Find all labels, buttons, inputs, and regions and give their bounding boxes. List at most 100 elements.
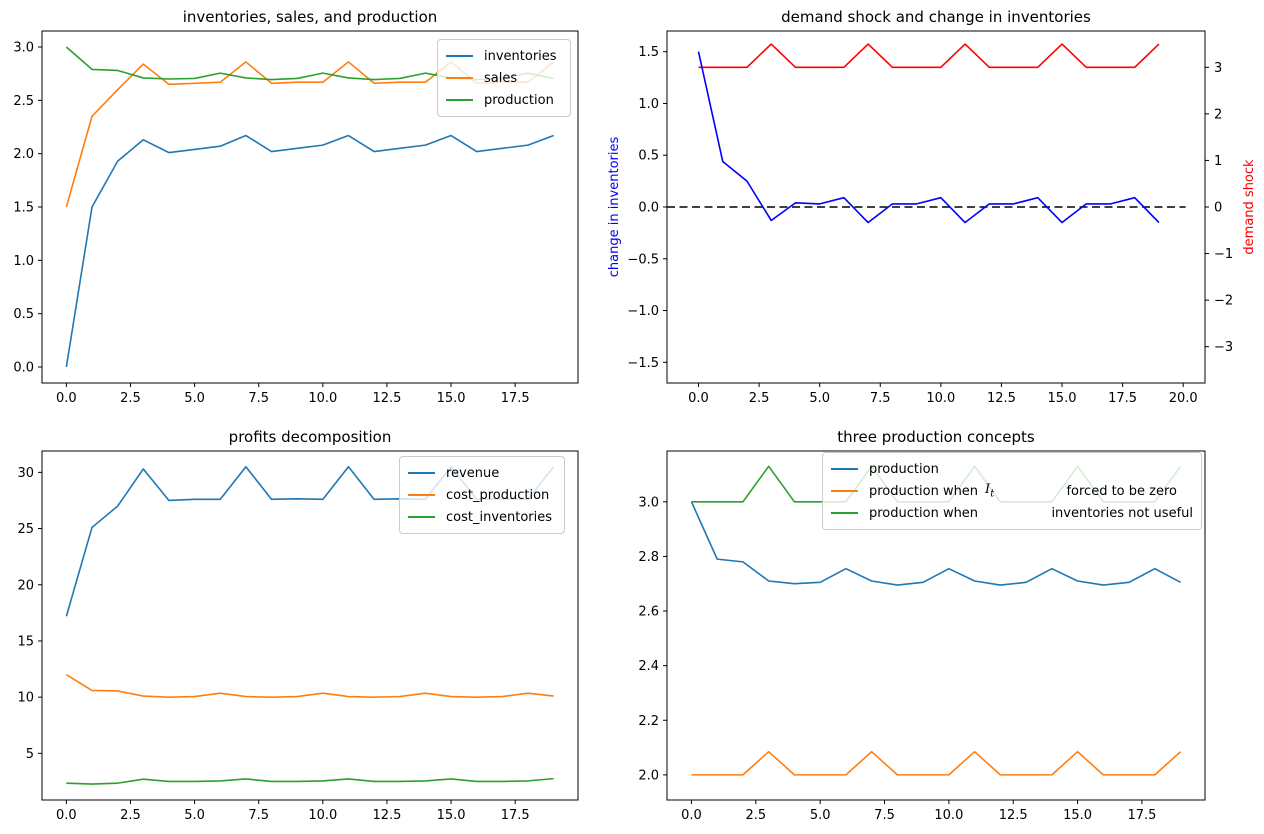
series-line-cost_inventories	[66, 777, 554, 785]
legend-label: sales	[484, 70, 518, 86]
y-tick-label: 1.0	[13, 254, 34, 269]
axes-frame	[666, 450, 1206, 801]
legend-line-swatch	[408, 516, 435, 518]
legend-math-symbol: It	[985, 482, 995, 500]
y-tick-label: 1.5	[13, 201, 34, 216]
y-tick-label: 1.0	[638, 97, 659, 112]
x-tick-label: 5.0	[809, 391, 830, 406]
y-tick-label: 0.5	[13, 307, 34, 322]
right-y-tick-label: 0	[1214, 201, 1222, 216]
series-line-cost_production	[65, 673, 554, 698]
y-tick-label: 0.0	[638, 201, 659, 216]
x-tick-label: 15.0	[437, 808, 466, 823]
chart-title: demand shock and change in inventories	[781, 8, 1091, 26]
y-tick-label: 2.8	[638, 550, 659, 565]
legend-inventories-sales-production: inventories sales production	[437, 39, 571, 117]
legend-line-swatch	[446, 77, 473, 79]
legend-label: cost_inventories	[446, 509, 553, 525]
legend-label: production	[869, 461, 939, 477]
x-tick-label: 2.5	[120, 808, 141, 823]
y-axis-label: change in inventories	[607, 137, 622, 278]
legend-line-swatch	[408, 494, 435, 496]
legend-line-swatch	[408, 472, 435, 474]
y-tick-label: 2.6	[638, 605, 659, 620]
legend-entry: production	[831, 458, 1193, 480]
x-tick-label: 15.0	[1048, 391, 1077, 406]
legend-entry: cost_inventories	[408, 506, 556, 528]
y-tick-label: 2.2	[638, 714, 659, 729]
chart-title: profits decomposition	[229, 428, 392, 446]
x-tick-label: 12.5	[999, 808, 1028, 823]
legend-label: forced to be zero	[1066, 483, 1177, 499]
x-tick-label: 12.5	[987, 391, 1016, 406]
y-tick-label: 0.5	[638, 149, 659, 164]
series-line-change-in-inventories	[697, 51, 1160, 224]
legend-entry: sales	[446, 67, 562, 89]
x-tick-label: 0.0	[56, 391, 77, 406]
y-tick-label: −1.5	[627, 356, 659, 371]
series-line-production-when-It-forced-to-be-zero	[691, 750, 1182, 776]
y-tick-label: 2.4	[638, 659, 659, 674]
legend-line-swatch	[446, 55, 473, 57]
legend-three-production-concepts: production production when It forced to …	[822, 452, 1202, 530]
x-tick-label: 17.5	[1127, 808, 1156, 823]
y-tick-label: 15	[17, 634, 34, 649]
right-y-tick-label: −1	[1214, 247, 1233, 262]
legend-entry: production when It forced to be zero	[831, 480, 1193, 502]
x-tick-label: 0.0	[681, 808, 702, 823]
legend-entry: revenue	[408, 462, 556, 484]
legend-line-swatch	[831, 468, 858, 470]
series-line-demand-shock	[698, 43, 1160, 69]
y-tick-label: 2.5	[13, 94, 34, 109]
y-tick-label: 3.0	[13, 41, 34, 56]
right-y-tick-label: −2	[1214, 294, 1233, 309]
y-tick-label: 1.5	[638, 45, 659, 60]
legend-line-swatch	[831, 490, 858, 492]
x-tick-label: 12.5	[372, 391, 401, 406]
x-tick-label: 10.0	[308, 391, 337, 406]
right-y-tick-label: 3	[1214, 61, 1222, 76]
y-tick-label: −1.0	[627, 304, 659, 319]
legend-label: revenue	[446, 465, 500, 481]
axes-frame	[41, 450, 579, 801]
x-tick-label: 0.0	[688, 391, 709, 406]
legend-label: production when	[869, 505, 979, 521]
x-tick-label: 2.5	[749, 391, 770, 406]
x-tick-label: 5.0	[184, 808, 205, 823]
y-tick-label: 10	[17, 691, 34, 706]
x-tick-label: 0.0	[56, 808, 77, 823]
legend-label: inventories	[484, 48, 557, 64]
x-tick-label: 17.5	[501, 808, 530, 823]
x-tick-label: 10.0	[934, 808, 963, 823]
x-tick-label: 2.5	[120, 391, 141, 406]
legend-profits-decomposition: revenue cost_production cost_inventories	[399, 456, 565, 534]
y-tick-label: 25	[17, 522, 34, 537]
y-tick-label: 2.0	[13, 147, 34, 162]
x-tick-label: 2.5	[745, 808, 766, 823]
x-tick-label: 7.5	[248, 391, 269, 406]
series-line-production	[690, 501, 1181, 586]
x-tick-label: 7.5	[874, 808, 895, 823]
legend-line-swatch	[446, 99, 473, 101]
legend-label: inventories not useful	[1051, 505, 1193, 521]
legend-entry: production	[446, 89, 562, 111]
x-tick-label: 10.0	[308, 808, 337, 823]
y-tick-label: 3.0	[638, 495, 659, 510]
x-tick-label: 10.0	[926, 391, 955, 406]
y-tick-label: 0.0	[13, 361, 34, 376]
y-tick-label: −0.5	[627, 252, 659, 267]
chart-title: inventories, sales, and production	[183, 8, 438, 26]
legend-label: cost_production	[446, 487, 550, 503]
series-line-inventories	[65, 134, 554, 368]
legend-label: production	[484, 92, 554, 108]
y-tick-label: 20	[17, 578, 34, 593]
x-tick-label: 7.5	[870, 391, 891, 406]
legend-entry: production when inventories not useful	[831, 502, 1193, 524]
right-y-axis-label: demand shock	[1242, 159, 1257, 255]
y-tick-label: 2.0	[638, 768, 659, 783]
x-tick-label: 15.0	[1063, 808, 1092, 823]
x-tick-label: 5.0	[184, 391, 205, 406]
chart-title: three production concepts	[837, 428, 1035, 446]
